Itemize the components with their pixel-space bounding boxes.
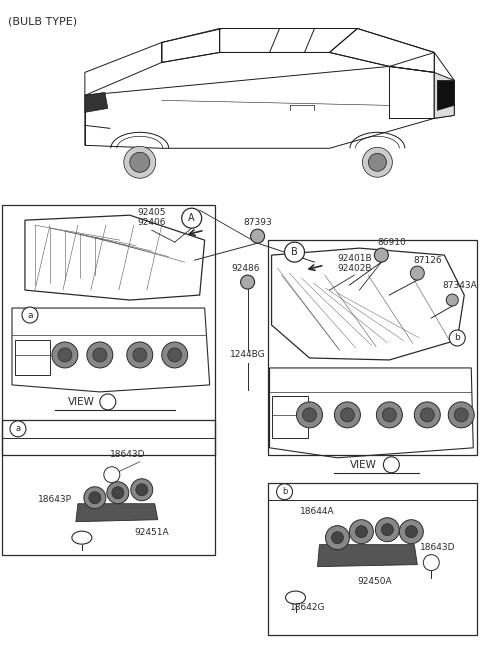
Circle shape: [376, 402, 402, 428]
Text: A: A: [188, 213, 195, 223]
Text: 1244BG: 1244BG: [230, 351, 265, 359]
Text: 92450A: 92450A: [357, 577, 392, 586]
Text: VIEW: VIEW: [68, 397, 95, 407]
Circle shape: [325, 526, 349, 550]
Circle shape: [131, 479, 153, 501]
Circle shape: [375, 518, 399, 542]
Circle shape: [133, 348, 147, 362]
Circle shape: [251, 229, 264, 243]
Text: a: a: [15, 424, 21, 434]
Circle shape: [454, 408, 468, 422]
Circle shape: [383, 408, 396, 422]
Circle shape: [104, 467, 120, 483]
Circle shape: [382, 524, 394, 536]
Text: b: b: [282, 487, 287, 496]
Circle shape: [240, 275, 254, 289]
Circle shape: [302, 408, 316, 422]
Text: 92405: 92405: [137, 208, 166, 216]
Polygon shape: [76, 504, 158, 522]
Circle shape: [355, 526, 367, 538]
Circle shape: [182, 208, 202, 228]
Text: 92486: 92486: [231, 264, 260, 273]
Circle shape: [374, 248, 388, 262]
Circle shape: [100, 394, 116, 410]
Circle shape: [362, 147, 392, 177]
Text: (BULB TYPE): (BULB TYPE): [8, 17, 77, 27]
Circle shape: [423, 554, 439, 570]
Text: 92451A: 92451A: [134, 528, 169, 537]
Circle shape: [136, 484, 148, 496]
Text: B: B: [291, 247, 298, 257]
Text: 18643D: 18643D: [420, 543, 455, 552]
Text: VIEW: VIEW: [349, 459, 376, 470]
Circle shape: [449, 330, 465, 346]
Polygon shape: [434, 72, 454, 118]
Text: B: B: [388, 459, 395, 470]
Circle shape: [127, 342, 153, 368]
Circle shape: [162, 342, 188, 368]
Circle shape: [335, 402, 360, 428]
Text: 18643P: 18643P: [38, 495, 72, 504]
Polygon shape: [317, 544, 417, 566]
Circle shape: [414, 402, 440, 428]
Circle shape: [349, 520, 373, 544]
Text: 92406: 92406: [137, 218, 166, 226]
Circle shape: [87, 342, 113, 368]
Text: 87393: 87393: [243, 218, 272, 226]
Circle shape: [22, 307, 38, 323]
Text: A: A: [104, 397, 111, 407]
Circle shape: [399, 520, 423, 544]
Text: 92401B: 92401B: [337, 254, 372, 263]
Text: 18643D: 18643D: [110, 450, 145, 459]
Circle shape: [89, 492, 101, 504]
Text: 87343A: 87343A: [442, 281, 477, 290]
Circle shape: [112, 487, 124, 499]
Text: 86910: 86910: [377, 238, 406, 246]
Text: 18644A: 18644A: [300, 507, 335, 516]
Text: 92402B: 92402B: [337, 264, 372, 273]
Text: b: b: [455, 333, 460, 343]
Circle shape: [130, 152, 150, 172]
Circle shape: [410, 266, 424, 280]
Circle shape: [276, 484, 292, 500]
Circle shape: [446, 294, 458, 306]
Text: a: a: [27, 311, 33, 319]
Circle shape: [168, 348, 182, 362]
Circle shape: [369, 153, 386, 171]
Circle shape: [124, 146, 156, 178]
Circle shape: [84, 487, 106, 509]
Circle shape: [93, 348, 107, 362]
Circle shape: [10, 421, 26, 437]
Circle shape: [420, 408, 434, 422]
Circle shape: [107, 482, 129, 504]
Circle shape: [332, 532, 344, 544]
Circle shape: [297, 402, 323, 428]
Circle shape: [285, 242, 304, 262]
Polygon shape: [437, 80, 454, 110]
Circle shape: [52, 342, 78, 368]
Circle shape: [58, 348, 72, 362]
Polygon shape: [85, 92, 108, 112]
Circle shape: [448, 402, 474, 428]
Text: 18642G: 18642G: [290, 603, 325, 612]
Circle shape: [384, 457, 399, 473]
Circle shape: [340, 408, 354, 422]
Text: 87126: 87126: [413, 256, 442, 265]
Circle shape: [405, 526, 417, 538]
